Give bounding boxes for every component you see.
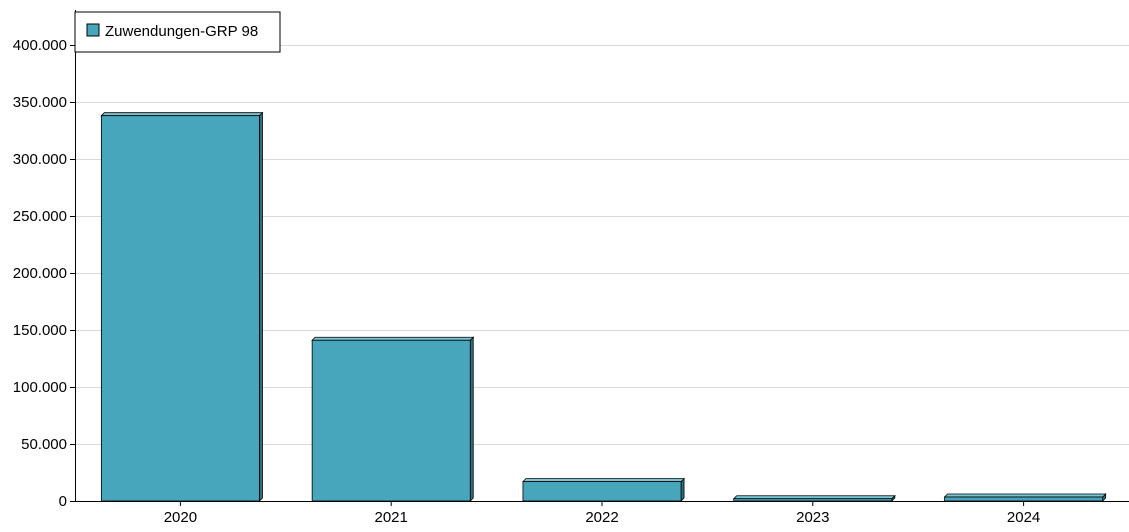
- y-tick-label: 350.000: [13, 94, 67, 111]
- bar: [733, 498, 893, 502]
- bar: [100, 115, 260, 502]
- x-tick-label: 2020: [164, 509, 197, 526]
- bars: [100, 111, 1107, 502]
- bar: [944, 496, 1104, 502]
- legend-label: Zuwendungen-GRP 98: [105, 23, 258, 40]
- axes: 0 50.000 100.000 150.000 200.000 250.000 300.0…: [13, 10, 1129, 526]
- bar-side: [259, 111, 263, 502]
- bar-top: [521, 478, 686, 483]
- y-tick-label: 250.000: [13, 208, 67, 225]
- y-tick-label: 300.000: [13, 151, 67, 168]
- y-tick-label: 100.000: [13, 379, 67, 396]
- legend-swatch: [86, 23, 100, 37]
- x-tick-label: 2022: [585, 509, 618, 526]
- y-tick-label: 400.000: [13, 37, 67, 54]
- x-tick-label: 2024: [1007, 509, 1040, 526]
- bar-side: [469, 336, 474, 502]
- y-tick-label: 50.000: [21, 436, 67, 453]
- bar: [311, 339, 471, 502]
- bar-top: [100, 112, 264, 117]
- x-tick-label: 2021: [375, 509, 408, 526]
- y-tick-label: 150.000: [13, 322, 67, 339]
- bar-top: [943, 493, 1107, 498]
- x-tick-label: 2023: [796, 509, 829, 526]
- legend-box: [74, 11, 281, 53]
- bar-side: [680, 477, 685, 502]
- legend: Zuwendungen-GRP 98: [74, 11, 281, 53]
- bar: [522, 481, 682, 502]
- y-tick-label: 0: [59, 493, 67, 510]
- bar-top: [311, 336, 475, 341]
- bar-top: [732, 495, 896, 500]
- y-tick-label: 200.000: [13, 265, 67, 282]
